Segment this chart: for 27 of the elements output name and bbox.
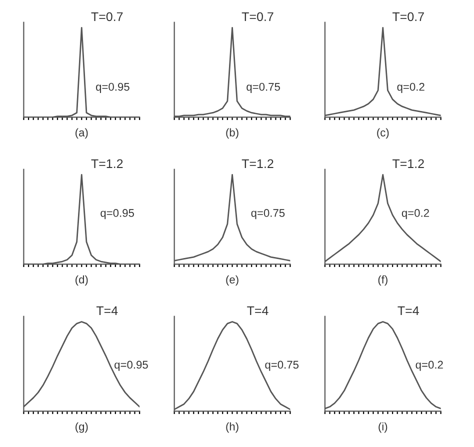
chart-title: T=1.2 bbox=[91, 159, 123, 168]
chart-title: T=4 bbox=[96, 306, 118, 315]
x-axis-title: (h) bbox=[226, 422, 238, 433]
x-axis-title: (c) bbox=[377, 128, 389, 139]
chart-title: T=0.7 bbox=[392, 12, 424, 22]
x-axis-title: (a) bbox=[76, 128, 88, 139]
x-axis-title: (e) bbox=[226, 275, 238, 286]
chart-title: T=0.7 bbox=[91, 12, 123, 22]
x-axis-title: (b) bbox=[226, 128, 238, 139]
annotation: q=0.75 bbox=[265, 360, 299, 371]
chart-title: T=1.2 bbox=[242, 159, 274, 168]
annotation: q=0.95 bbox=[100, 209, 134, 220]
x-axis-title: (g) bbox=[76, 422, 88, 433]
x-axis-title: (f) bbox=[378, 275, 388, 286]
chart-title: T=1.2 bbox=[392, 159, 424, 168]
annotation: q=0.75 bbox=[251, 209, 285, 220]
annotation: q=0.95 bbox=[114, 360, 148, 371]
x-axis-title: (i) bbox=[378, 422, 388, 433]
chart-title: T=0.7 bbox=[242, 12, 274, 22]
annotation: q=0.75 bbox=[246, 82, 280, 93]
x-axis-title: (d) bbox=[76, 275, 88, 286]
annotation: q=0.2 bbox=[416, 360, 443, 371]
annotation: q=0.95 bbox=[96, 82, 130, 93]
annotation: q=0.2 bbox=[397, 82, 424, 93]
annotation: q=0.2 bbox=[402, 209, 429, 220]
chart-title: T=4 bbox=[398, 306, 419, 315]
chart-title: T=4 bbox=[247, 306, 268, 315]
